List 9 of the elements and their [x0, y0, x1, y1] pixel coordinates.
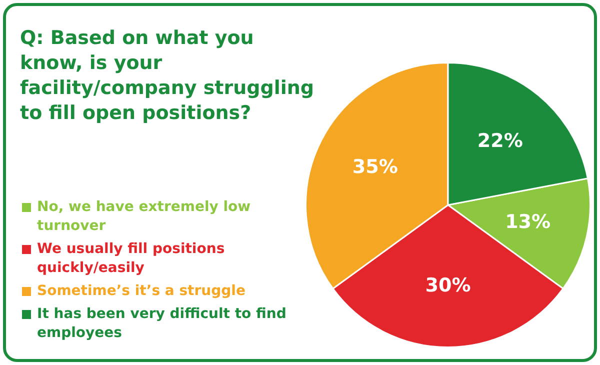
- chart-title: Q: Based on what you know, is your facility/company struggling to fill open positions?: [20, 26, 315, 126]
- data-label: 35%: [352, 156, 398, 178]
- data-label: 22%: [477, 130, 523, 152]
- data-label: 13%: [505, 210, 551, 233]
- data-label: 30%: [425, 274, 471, 297]
- legend-label: It has been very difficult to find employees: [37, 305, 288, 343]
- legend-label: Sometime’s it’s a struggle: [37, 282, 246, 301]
- legend-label: We usually fill positions quickly/easily: [37, 240, 226, 278]
- legend-label: No, we have extremely low turnover: [37, 198, 252, 236]
